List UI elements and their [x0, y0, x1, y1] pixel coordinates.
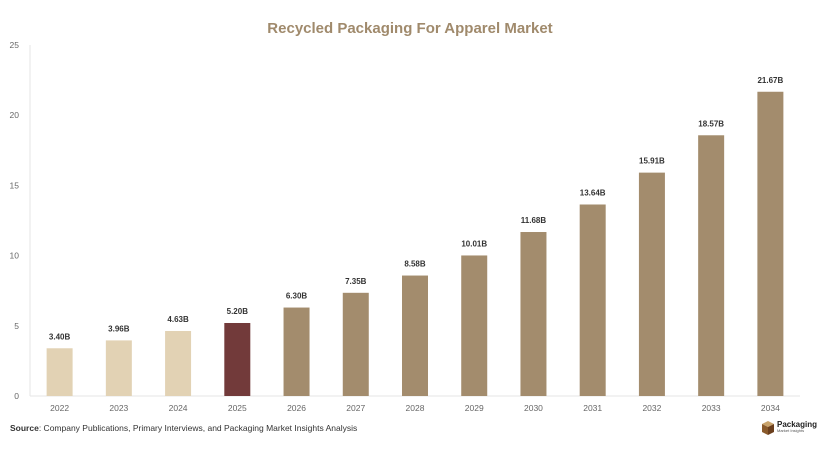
source-label: Source: [10, 423, 39, 433]
y-tick-label: 5: [14, 321, 19, 331]
data-label: 4.63B: [167, 315, 189, 324]
data-label: 18.57B: [698, 119, 724, 128]
bar: [757, 91, 784, 396]
x-tick-label: 2023: [109, 403, 128, 413]
x-tick-label: 2028: [406, 403, 425, 413]
source-text: : Company Publications, Primary Intervie…: [38, 423, 358, 433]
bar: [105, 340, 132, 396]
bar: [461, 255, 488, 396]
bar: [579, 204, 606, 396]
x-tick-label: 2034: [761, 403, 780, 413]
x-tick-label: 2030: [524, 403, 543, 413]
logo-main-text: Packaging: [777, 420, 818, 429]
source-note: Source: Company Publications, Primary In…: [10, 423, 357, 433]
bar: [46, 348, 73, 396]
x-tick-label: 2032: [642, 403, 661, 413]
bar: [520, 232, 547, 396]
bar: [638, 172, 665, 396]
bar: [402, 275, 428, 396]
data-label: 5.20B: [227, 307, 249, 316]
x-tick-label: 2026: [287, 403, 306, 413]
x-tick-label: 2024: [169, 403, 188, 413]
chart-title: Recycled Packaging For Apparel Market: [267, 20, 553, 37]
data-label: 21.67B: [757, 76, 783, 85]
bar: [165, 330, 192, 396]
y-tick-label: 25: [10, 40, 20, 50]
data-label: 3.40B: [49, 332, 71, 341]
data-label: 8.58B: [404, 260, 426, 269]
bar: [283, 307, 310, 396]
bar: [342, 292, 369, 396]
y-tick-label: 20: [10, 110, 20, 120]
bar: [698, 135, 725, 396]
y-tick-label: 10: [10, 251, 20, 261]
x-tick-label: 2022: [50, 403, 69, 413]
data-label: 15.91B: [639, 157, 665, 166]
data-label: 10.01B: [461, 239, 487, 248]
data-label: 11.68B: [521, 216, 547, 225]
x-tick-label: 2027: [346, 403, 365, 413]
box-logo-icon: [762, 421, 774, 435]
data-label: 7.35B: [345, 277, 367, 286]
y-tick-label: 15: [10, 180, 20, 190]
x-tick-label: 2029: [465, 403, 484, 413]
x-tick-label: 2025: [228, 403, 247, 413]
y-tick-label: 0: [14, 391, 19, 401]
data-label: 3.96B: [108, 324, 130, 333]
logo-sub-text: Market Insights: [777, 428, 805, 433]
data-label: 6.30B: [286, 292, 308, 301]
x-tick-label: 2033: [702, 403, 721, 413]
data-label: 13.64B: [580, 188, 606, 197]
brand-logo: Packaging Market Insights: [762, 421, 817, 439]
bar: [224, 322, 251, 396]
x-tick-label: 2031: [583, 403, 602, 413]
